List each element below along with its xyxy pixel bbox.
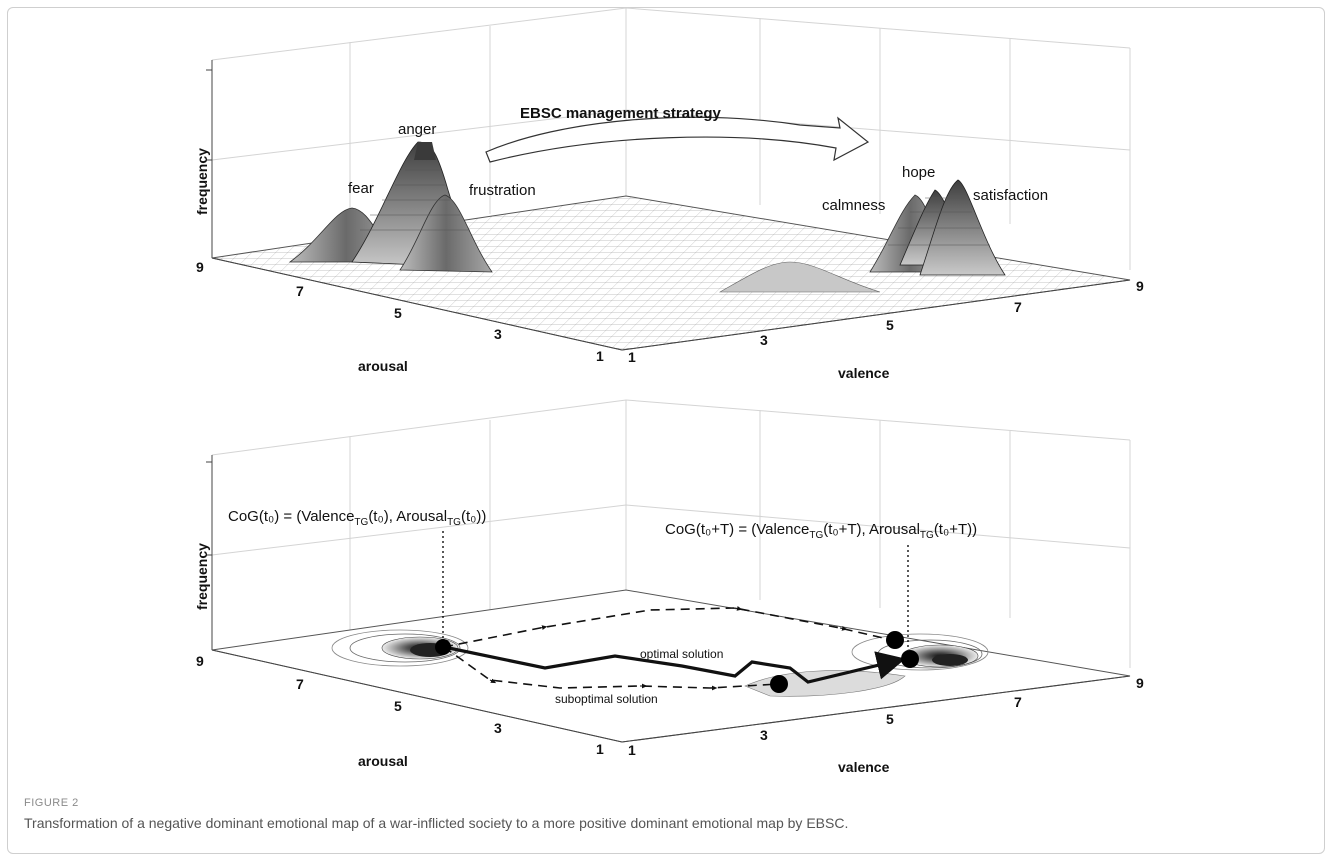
bottom-valence-tick-1: 1 xyxy=(628,742,636,758)
optimal-end-dot xyxy=(901,650,919,668)
bottom-arousal-tick-1: 1 xyxy=(596,741,604,757)
top-arousal-tick-7: 7 xyxy=(296,283,304,299)
label-frustration: frustration xyxy=(469,182,536,199)
bottom-panel: CoG(t₀) = (ValenceTG(t₀), ArousalTG(t₀))… xyxy=(194,399,1144,775)
bottom-arousal-tick-7: 7 xyxy=(296,676,304,692)
suboptimal-solution-label: suboptimal solution xyxy=(555,692,658,706)
label-fear: fear xyxy=(348,180,374,197)
bottom-valence-tick-7: 7 xyxy=(1014,694,1022,710)
top-arousal-label: arousal xyxy=(358,358,408,374)
bottom-arousal-label: arousal xyxy=(358,753,408,769)
bottom-floor xyxy=(211,589,1131,743)
cog-start-label: CoG(t₀) = (ValenceTG(t₀), ArousalTG(t₀)) xyxy=(228,508,487,528)
bottom-frequency-label: frequency xyxy=(194,543,210,610)
top-valence-label: valence xyxy=(838,365,890,381)
optimal-solid-path xyxy=(443,645,906,684)
suboptimal-end-dot xyxy=(770,675,788,693)
label-calmness: calmness xyxy=(822,197,885,214)
bottom-back-walls xyxy=(206,399,1131,668)
label-hope: hope xyxy=(902,164,935,181)
strategy-arrow xyxy=(485,116,870,163)
figure-label: FIGURE 2 xyxy=(24,797,79,809)
start-cog-dot xyxy=(435,639,451,655)
top-panel: EBSC management strategy anger fear frus… xyxy=(194,7,1144,381)
frustration-peak xyxy=(399,194,493,273)
bottom-valence-tick-9: 9 xyxy=(1136,675,1144,691)
bottom-valence-label: valence xyxy=(838,759,890,775)
label-satisfaction: satisfaction xyxy=(973,187,1048,204)
top-valence-tick-3: 3 xyxy=(760,332,768,348)
bottom-arousal-tick-5: 5 xyxy=(394,698,402,714)
strategy-label: EBSC management strategy xyxy=(520,105,722,122)
cog-end-label: CoG(t₀+T) = (ValenceTG(t₀+T), ArousalTG(… xyxy=(665,521,978,541)
bottom-valence-tick-3: 3 xyxy=(760,727,768,743)
bottom-arousal-tick-3: 3 xyxy=(494,720,502,736)
figure-svg: EBSC management strategy anger fear frus… xyxy=(194,7,1144,775)
top-frequency-label: frequency xyxy=(194,148,210,215)
upper-dashed-path xyxy=(443,606,893,648)
negative-emotion-peaks xyxy=(288,141,493,273)
upper-end-dot xyxy=(886,631,904,649)
top-valence-tick-9: 9 xyxy=(1136,278,1144,294)
cog-start-label-box: CoG(t₀) = (ValenceTG(t₀), ArousalTG(t₀)) xyxy=(228,508,487,528)
top-arousal-tick-5: 5 xyxy=(394,305,402,321)
bottom-arousal-tick-9: 9 xyxy=(196,653,204,669)
top-back-walls xyxy=(206,7,1131,270)
satisfaction-peak xyxy=(919,179,1006,276)
top-valence-tick-5: 5 xyxy=(886,317,894,333)
top-valence-tick-7: 7 xyxy=(1014,299,1022,315)
cog-end-label-box: CoG(t₀+T) = (ValenceTG(t₀+T), ArousalTG(… xyxy=(665,521,978,541)
positive-emotion-peaks xyxy=(718,179,1006,293)
bottom-valence-tick-5: 5 xyxy=(886,711,894,727)
top-arousal-tick-1: 1 xyxy=(596,348,604,364)
top-arousal-tick-9: 9 xyxy=(196,259,204,275)
top-valence-tick-1: 1 xyxy=(628,349,636,365)
top-arousal-tick-3: 3 xyxy=(494,326,502,342)
label-anger: anger xyxy=(398,121,436,138)
figure-caption: Transformation of a negative dominant em… xyxy=(24,815,849,831)
suboptimal-dashed-path xyxy=(443,646,779,691)
valence-hump xyxy=(718,261,881,293)
optimal-solution-label: optimal solution xyxy=(640,647,723,661)
